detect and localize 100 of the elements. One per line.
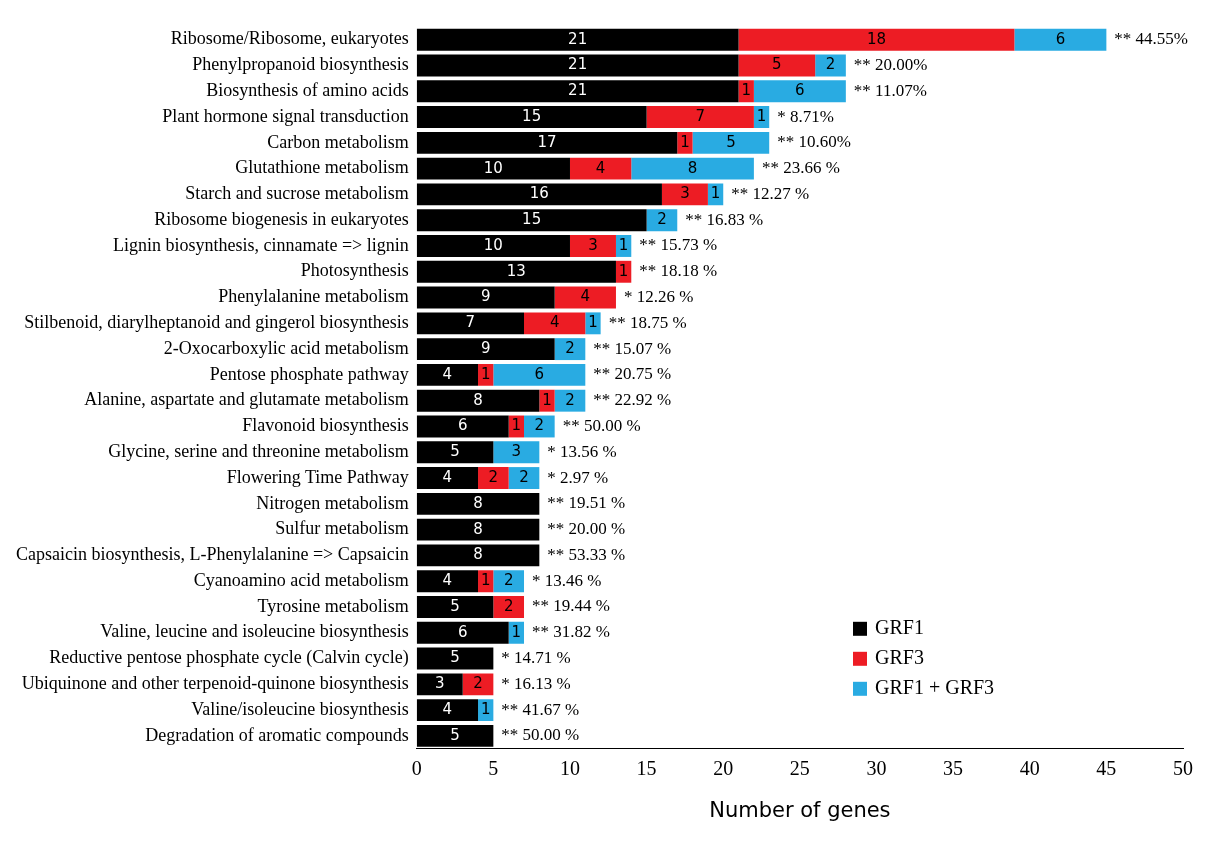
- data-label: 1: [618, 261, 629, 280]
- annotation: ** 15.73 %: [639, 235, 718, 255]
- y-tick-label: Valine/isoleucine biosynthesis: [191, 698, 409, 719]
- bar: [416, 621, 509, 644]
- data-label: 2: [565, 390, 575, 409]
- x-tick-label: 35: [943, 757, 964, 780]
- y-tick-label: Biosynthesis of amino acids: [206, 80, 409, 100]
- data-label: 5: [450, 725, 460, 744]
- y-tick-label: Reductive pentose phosphate cycle (Calvin cycle): [49, 647, 409, 669]
- bar: [416, 544, 540, 567]
- data-label: 4: [595, 158, 606, 177]
- x-tick-label: 0: [411, 757, 422, 780]
- annotation: ** 50.00 %: [562, 415, 641, 435]
- x-axis-title: Number of genes: [709, 797, 891, 822]
- y-tick-label: Valine, leucine and isoleucine biosynthesis: [100, 621, 409, 642]
- legend-label: GRF3: [875, 646, 924, 669]
- annotation: ** 10.60%: [777, 132, 851, 152]
- x-tick-label: 40: [1019, 757, 1040, 780]
- y-tick-label: Flavonoid biosynthesis: [242, 415, 409, 436]
- data-label: 6: [457, 622, 468, 641]
- data-label: 6: [795, 81, 805, 100]
- x-tick-label: 15: [636, 757, 657, 780]
- bar: [646, 106, 754, 129]
- y-tick-label: Starch and sucrose metabolism: [185, 183, 409, 204]
- data-label: 1: [511, 622, 522, 641]
- y-tick-label: Nitrogen metabolism: [256, 492, 409, 513]
- bar: [416, 570, 479, 593]
- data-label: 2: [565, 339, 575, 358]
- data-label: 4: [549, 313, 560, 332]
- data-label: 1: [480, 571, 491, 590]
- data-label: 13: [506, 261, 526, 280]
- data-label: 1: [542, 390, 552, 409]
- bar: [416, 286, 555, 309]
- annotation: ** 18.18 %: [639, 261, 718, 281]
- legend-label: GRF1: [875, 616, 924, 639]
- data-label: 9: [480, 339, 491, 358]
- bar: [416, 338, 555, 361]
- y-tick-label: Pentose phosphate pathway: [209, 363, 409, 384]
- bar: [416, 492, 540, 515]
- y-tick-label: Photosynthesis: [300, 260, 409, 281]
- data-label: 5: [726, 132, 736, 151]
- data-label: 1: [588, 313, 598, 332]
- data-label: 8: [473, 493, 483, 512]
- bar: [416, 80, 739, 103]
- data-label: 6: [534, 364, 545, 383]
- data-label: 2: [825, 55, 836, 74]
- y-tick-label: Glutathione metabolism: [235, 157, 409, 178]
- data-label: 1: [680, 132, 690, 151]
- y-tick-label: Alanine, aspartate and glutamate metabolism: [84, 389, 409, 410]
- bar: [1014, 28, 1107, 51]
- data-label: 10: [483, 235, 503, 254]
- annotation: ** 18.75 %: [608, 312, 687, 332]
- annotation: ** 19.44 %: [532, 596, 610, 616]
- bar: [416, 467, 479, 490]
- bar: [524, 312, 586, 335]
- bar: [493, 596, 525, 618]
- bar: [569, 157, 632, 180]
- bar: [554, 338, 586, 361]
- y-tick-label: Capsaicin biosynthesis, L-Phenylalanine => Capsaicin: [16, 544, 409, 565]
- bar: [416, 235, 570, 257]
- y-tick-label: Carbon metabolism: [267, 131, 409, 152]
- data-label: 2: [503, 596, 514, 615]
- x-tick-label: 5: [488, 757, 499, 780]
- bar: [416, 647, 494, 670]
- annotation: ** 11.07%: [853, 80, 927, 100]
- annotation: ** 12.27 %: [731, 183, 810, 203]
- annotation: ** 20.75 %: [593, 364, 672, 384]
- bar: [416, 699, 479, 722]
- y-tick-label: Lignin biosynthesis, cinnamate => lignin: [112, 234, 409, 255]
- y-tick-label: Flowering Time Pathway: [226, 466, 409, 487]
- annotation: * 16.13 %: [501, 673, 571, 693]
- x-tick-label: 50: [1173, 757, 1193, 780]
- x-tick-label: 25: [789, 757, 810, 780]
- y-tick-label: Cyanoamino acid metabolism: [193, 569, 409, 590]
- annotation: ** 16.83 %: [685, 209, 764, 229]
- annotation: ** 41.67 %: [501, 699, 580, 719]
- annotation: ** 20.00%: [853, 54, 928, 74]
- data-label: 1: [741, 81, 751, 100]
- bar: [416, 28, 739, 51]
- bar: [478, 467, 509, 490]
- annotation: ** 53.33 %: [547, 544, 626, 564]
- bar: [416, 209, 647, 232]
- data-label: 4: [580, 287, 591, 306]
- data-label: 5: [450, 648, 460, 667]
- bar: [462, 673, 494, 696]
- x-tick-label: 10: [559, 757, 580, 780]
- y-tick-label: Glycine, serine and threonine metabolism: [108, 441, 409, 461]
- bar: [738, 28, 1015, 51]
- bar: [661, 183, 708, 206]
- bar: [416, 673, 463, 696]
- data-label: 16: [529, 184, 549, 203]
- data-label: 4: [442, 364, 453, 383]
- bar: [416, 260, 616, 283]
- bar: [416, 415, 509, 438]
- data-label: 21: [568, 29, 588, 48]
- data-label: 8: [473, 519, 483, 538]
- data-label: 2: [488, 467, 499, 486]
- data-label: 2: [657, 210, 667, 229]
- data-label: 2: [519, 467, 529, 486]
- data-label: 1: [710, 184, 721, 203]
